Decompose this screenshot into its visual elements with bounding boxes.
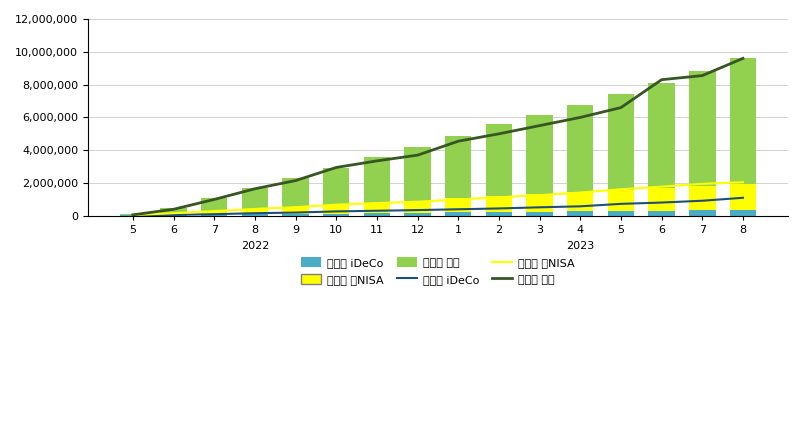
Bar — [200, 198, 227, 211]
Bar — [160, 215, 187, 216]
Bar — [160, 213, 187, 215]
Bar — [404, 213, 430, 216]
Bar — [363, 202, 390, 213]
Bar — [526, 115, 552, 194]
Bar — [241, 209, 268, 214]
Bar — [322, 168, 349, 205]
Bar — [688, 186, 715, 210]
Bar — [566, 105, 593, 192]
Bar — [200, 211, 227, 215]
Legend: 投賄顕 iDeCo, 投賄顕 旧NISA, 投賄顕 特定, 評価顕 iDeCo, 評価顕 旧NISA, 評価顕 特定: 投賄顕 iDeCo, 投賄顕 旧NISA, 投賄顕 特定, 評価顕 iDeCo,… — [297, 253, 578, 289]
Bar — [647, 211, 674, 216]
Bar — [688, 210, 715, 216]
Bar — [200, 215, 227, 216]
Bar — [444, 198, 471, 213]
Text: 2023: 2023 — [565, 242, 593, 251]
Bar — [282, 206, 309, 214]
Bar — [322, 213, 349, 216]
Bar — [566, 192, 593, 211]
Bar — [647, 187, 674, 211]
Bar — [566, 211, 593, 216]
Bar — [404, 201, 430, 213]
Bar — [607, 94, 634, 191]
Bar — [607, 211, 634, 216]
Bar — [282, 178, 309, 206]
Bar — [404, 147, 430, 201]
Bar — [282, 214, 309, 216]
Bar — [729, 58, 755, 183]
Bar — [363, 158, 390, 202]
Bar — [485, 125, 512, 197]
Bar — [526, 212, 552, 216]
Bar — [119, 215, 146, 216]
Bar — [607, 191, 634, 211]
Bar — [444, 136, 471, 198]
Bar — [444, 213, 471, 216]
Bar — [241, 214, 268, 216]
Text: 2022: 2022 — [241, 242, 269, 251]
Bar — [241, 188, 268, 209]
Bar — [729, 210, 755, 216]
Bar — [647, 83, 674, 187]
Bar — [485, 197, 512, 212]
Bar — [363, 213, 390, 216]
Bar — [688, 71, 715, 186]
Bar — [119, 214, 146, 215]
Bar — [526, 194, 552, 212]
Bar — [322, 205, 349, 213]
Bar — [485, 212, 512, 216]
Bar — [729, 183, 755, 210]
Bar — [160, 208, 187, 213]
